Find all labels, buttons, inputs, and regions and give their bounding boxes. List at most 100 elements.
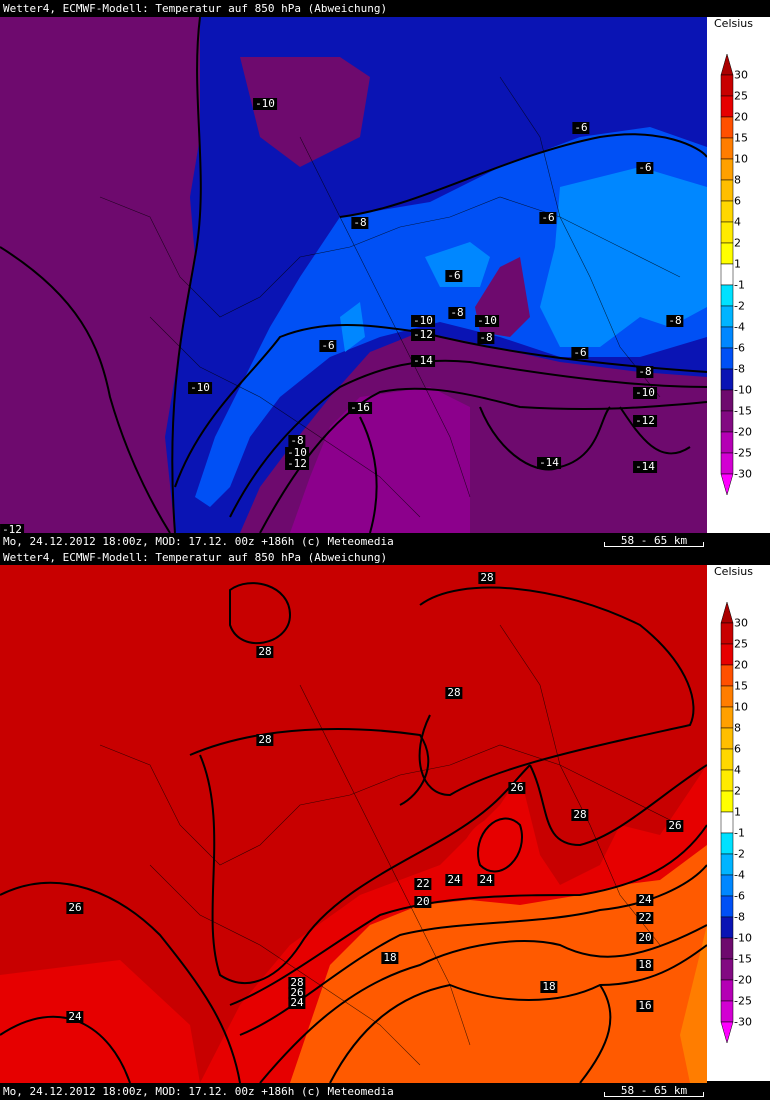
panel2-contours xyxy=(0,582,707,1083)
legend-swatch xyxy=(720,685,734,708)
legend-tick-label: 8 xyxy=(734,173,741,187)
legend-tick-label: 1 xyxy=(734,257,741,271)
legend-tick-label: -6 xyxy=(734,889,745,903)
legend-tick-label: -15 xyxy=(734,404,752,418)
legend-swatch xyxy=(720,895,734,918)
legend-arrow-top xyxy=(720,601,734,624)
contour-label: 24 xyxy=(445,873,463,886)
legend-arrow-bottom xyxy=(720,473,734,496)
panel2-footer: Mo, 24.12.2012 18:00z, MOD: 17.12. 00z +… xyxy=(0,1083,770,1100)
contour-label: -6 xyxy=(636,161,654,174)
contour-label: 26 xyxy=(288,986,306,999)
legend-tick-label: 20 xyxy=(734,110,748,124)
legend-swatch xyxy=(720,95,734,118)
legend-swatch xyxy=(720,1000,734,1023)
panel1-map: -10 -6 -6 -8 -6 -6 -8 -10 -12 -10 -8 -6 … xyxy=(0,17,707,533)
legend-swatch xyxy=(720,727,734,750)
contour-label: -6 xyxy=(572,121,590,134)
contour-label: -8 xyxy=(477,331,495,344)
scale-bar: 58 - 65 km xyxy=(604,533,704,550)
legend-tick-label: 10 xyxy=(734,700,748,714)
legend-swatch xyxy=(720,853,734,876)
legend-tick-label: 2 xyxy=(734,236,741,250)
contour-label: 28 xyxy=(256,733,274,746)
legend-arrow-top xyxy=(720,53,734,76)
legend-tick-label: 25 xyxy=(734,89,748,103)
legend-swatch xyxy=(720,874,734,897)
contour-label: 26 xyxy=(666,819,684,832)
legend-tick-label: -2 xyxy=(734,299,745,313)
contour-label: 28 xyxy=(288,976,306,989)
legend-swatch xyxy=(720,389,734,412)
legend-swatch xyxy=(720,263,734,286)
contour-label: 26 xyxy=(66,901,84,914)
contour-label: 18 xyxy=(636,958,654,971)
legend-swatch xyxy=(720,958,734,981)
legend-tick-label: -4 xyxy=(734,320,745,334)
legend-swatch xyxy=(720,410,734,433)
panel2-title-bar: Wetter4, ECMWF-Modell: Temperatur auf 85… xyxy=(0,550,770,565)
legend-swatch xyxy=(720,706,734,729)
contour-label: -12 xyxy=(411,328,435,341)
contour-label: -10 xyxy=(411,314,435,327)
contour-label: -16 xyxy=(348,401,372,414)
legend-swatch xyxy=(720,748,734,771)
legend-swatch xyxy=(720,116,734,139)
legend-swatch xyxy=(720,221,734,244)
contour-label: -8 xyxy=(351,216,369,229)
legend-colorbar xyxy=(720,601,734,1044)
panel2-temperature-field xyxy=(0,565,707,1083)
contour-label: -10 xyxy=(285,446,309,459)
legend-tick-label: 10 xyxy=(734,152,748,166)
legend-swatch xyxy=(720,200,734,223)
legend-tick-label: -6 xyxy=(734,341,745,355)
panel1-footer-text: Mo, 24.12.2012 18:00z, MOD: 17.12. 00z +… xyxy=(3,535,394,548)
legend-tick-label: -25 xyxy=(734,446,752,460)
legend-tick-label: -15 xyxy=(734,952,752,966)
contour-label: 20 xyxy=(636,931,654,944)
contour-label: -10 xyxy=(253,97,277,110)
legend-swatch xyxy=(720,979,734,1002)
legend-tick-label: 4 xyxy=(734,215,741,229)
contour-label: -6 xyxy=(539,211,557,224)
contour-label: 18 xyxy=(381,951,399,964)
contour-label: 26 xyxy=(508,781,526,794)
panel2-title: Wetter4, ECMWF-Modell: Temperatur auf 85… xyxy=(3,551,388,564)
panel1-title: Wetter4, ECMWF-Modell: Temperatur auf 85… xyxy=(3,2,388,15)
contour-label: -10 xyxy=(475,314,499,327)
legend-tick-label: 30 xyxy=(734,68,748,82)
contour-label: 28 xyxy=(571,808,589,821)
legend-tick-label: -8 xyxy=(734,910,745,924)
contour-label: 18 xyxy=(540,980,558,993)
legend-tick-label: 15 xyxy=(734,131,748,145)
contour-label: -6 xyxy=(571,346,589,359)
contour-label: -8 xyxy=(448,306,466,319)
legend-tick-label: 8 xyxy=(734,721,741,735)
contour-label: -6 xyxy=(445,269,463,282)
panel2-borders xyxy=(99,624,681,1066)
legend-tick-label: -4 xyxy=(734,868,745,882)
legend-swatch xyxy=(720,790,734,813)
panel1-borders xyxy=(99,76,681,518)
panel2-legend: Celsius 30 25 20 15 10 8 6 4 2 1 -1 -2 -4 -6 -8 -10 -15 -… xyxy=(707,565,770,1081)
contour-label: -10 xyxy=(633,386,657,399)
legend-tick-label: 4 xyxy=(734,763,741,777)
legend-swatch xyxy=(720,622,734,645)
contour-label: -8 xyxy=(666,314,684,327)
contour-label: -12 xyxy=(0,524,24,533)
legend-unit: Celsius xyxy=(714,17,753,30)
panel1-title-bar: Wetter4, ECMWF-Modell: Temperatur auf 85… xyxy=(0,0,770,17)
legend-swatch xyxy=(720,284,734,307)
contour-label: 24 xyxy=(288,996,306,1009)
legend-colorbar xyxy=(720,53,734,496)
legend-tick-label: -20 xyxy=(734,425,752,439)
legend-tick-label: -25 xyxy=(734,994,752,1008)
legend-tick-label: 15 xyxy=(734,679,748,693)
panel1-temperature-field xyxy=(0,17,707,533)
legend-swatch xyxy=(720,137,734,160)
legend-swatch xyxy=(720,832,734,855)
contour-label: -6 xyxy=(319,339,337,352)
legend-tick-label: -1 xyxy=(734,278,745,292)
legend-tick-label: -10 xyxy=(734,383,752,397)
panel1-footer: Mo, 24.12.2012 18:00z, MOD: 17.12. 00z +… xyxy=(0,533,770,550)
